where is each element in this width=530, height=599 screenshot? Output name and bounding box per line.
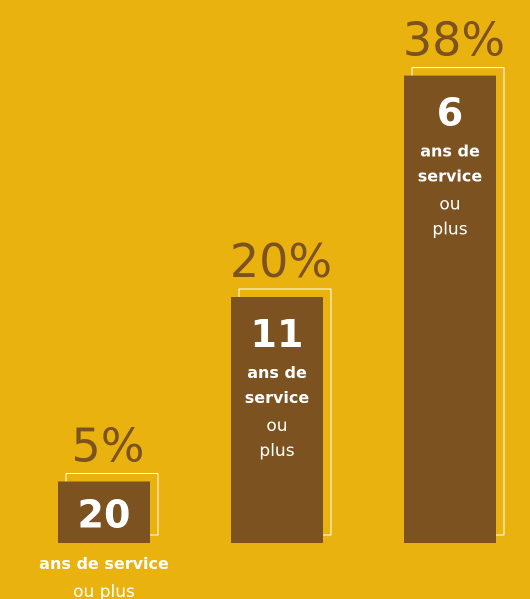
bar-number: 20 xyxy=(78,493,131,537)
bar-text-bold: service xyxy=(245,388,310,407)
bar-text-bold: ans de xyxy=(247,363,307,382)
bar-text: ou xyxy=(266,416,287,436)
bar-text: ou xyxy=(439,195,460,215)
bar-text-bold: service xyxy=(418,167,483,186)
bar-text: ou plus xyxy=(73,582,135,599)
value-label: 38% xyxy=(403,13,505,67)
bar-text: plus xyxy=(259,441,294,461)
bar-number: 6 xyxy=(437,91,463,135)
bar xyxy=(58,481,150,543)
value-label: 5% xyxy=(72,419,145,473)
value-label: 20% xyxy=(230,234,332,288)
bar-text: plus xyxy=(432,220,467,240)
bar-text-bold: ans de service xyxy=(39,554,169,573)
bar xyxy=(404,75,496,543)
bar xyxy=(231,297,323,543)
bar-text-bold: ans de xyxy=(420,142,480,161)
bar-number: 11 xyxy=(251,312,304,356)
